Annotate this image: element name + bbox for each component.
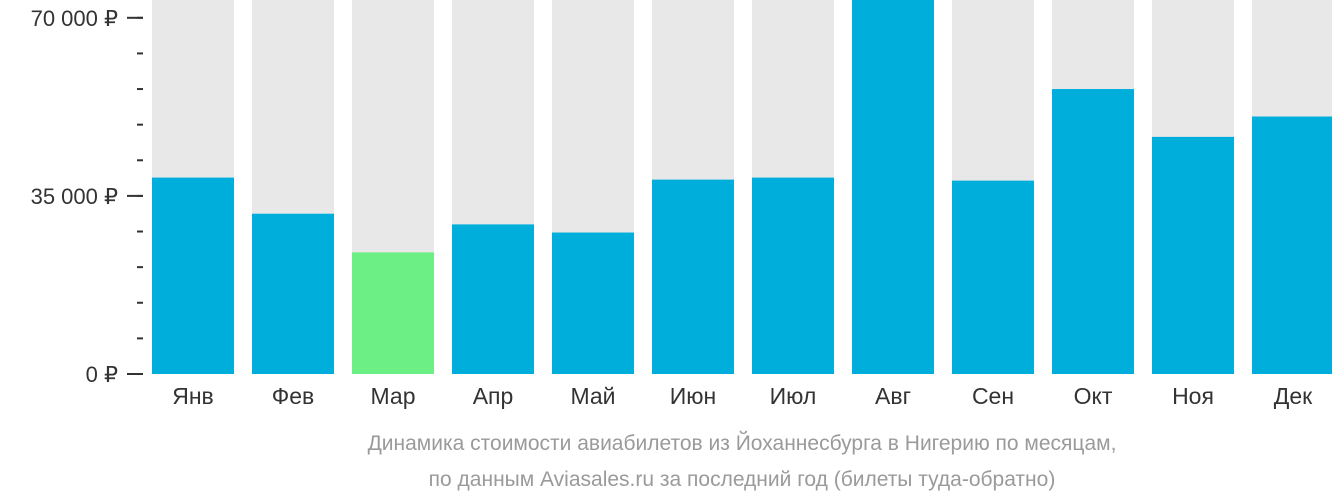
bar	[952, 180, 1034, 374]
chart-caption-line-1: Динамика стоимости авиабилетов из Йоханн…	[367, 432, 1117, 455]
bar	[1152, 136, 1234, 374]
y-tick-label: 35 000 ₽	[31, 184, 118, 209]
x-tick-label: Июн	[670, 383, 716, 409]
bar	[152, 177, 234, 374]
bar	[552, 232, 634, 374]
chart-caption-line-2: по данным Aviasales.ru за последний год …	[428, 468, 1056, 491]
x-tick-label: Авг	[875, 383, 911, 409]
x-tick-label: Фев	[272, 383, 315, 409]
bar	[852, 0, 934, 374]
bar	[652, 179, 734, 374]
x-tick-label: Май	[570, 383, 615, 409]
x-tick-label: Июл	[770, 383, 817, 409]
x-tick-label: Мар	[370, 383, 415, 409]
bar	[352, 252, 434, 374]
y-tick-label: 70 000 ₽	[31, 6, 118, 31]
bar	[752, 177, 834, 374]
bar	[1252, 116, 1332, 374]
bar	[1052, 89, 1134, 375]
x-tick-label: Окт	[1074, 383, 1113, 409]
x-tick-label: Ноя	[1172, 383, 1214, 409]
bar-chart: 70 000 ₽ 35 000 ₽ 0 ₽ Янв Фев Мар Апр Май Июн Июл…	[31, 0, 1332, 409]
x-tick-label: Дек	[1274, 383, 1313, 409]
bar	[452, 224, 534, 374]
x-tick-label: Сен	[972, 383, 1014, 409]
bar	[252, 213, 334, 374]
y-tick-label: 0 ₽	[86, 362, 118, 387]
x-tick-label: Апр	[473, 383, 514, 409]
x-tick-label: Янв	[172, 383, 214, 409]
